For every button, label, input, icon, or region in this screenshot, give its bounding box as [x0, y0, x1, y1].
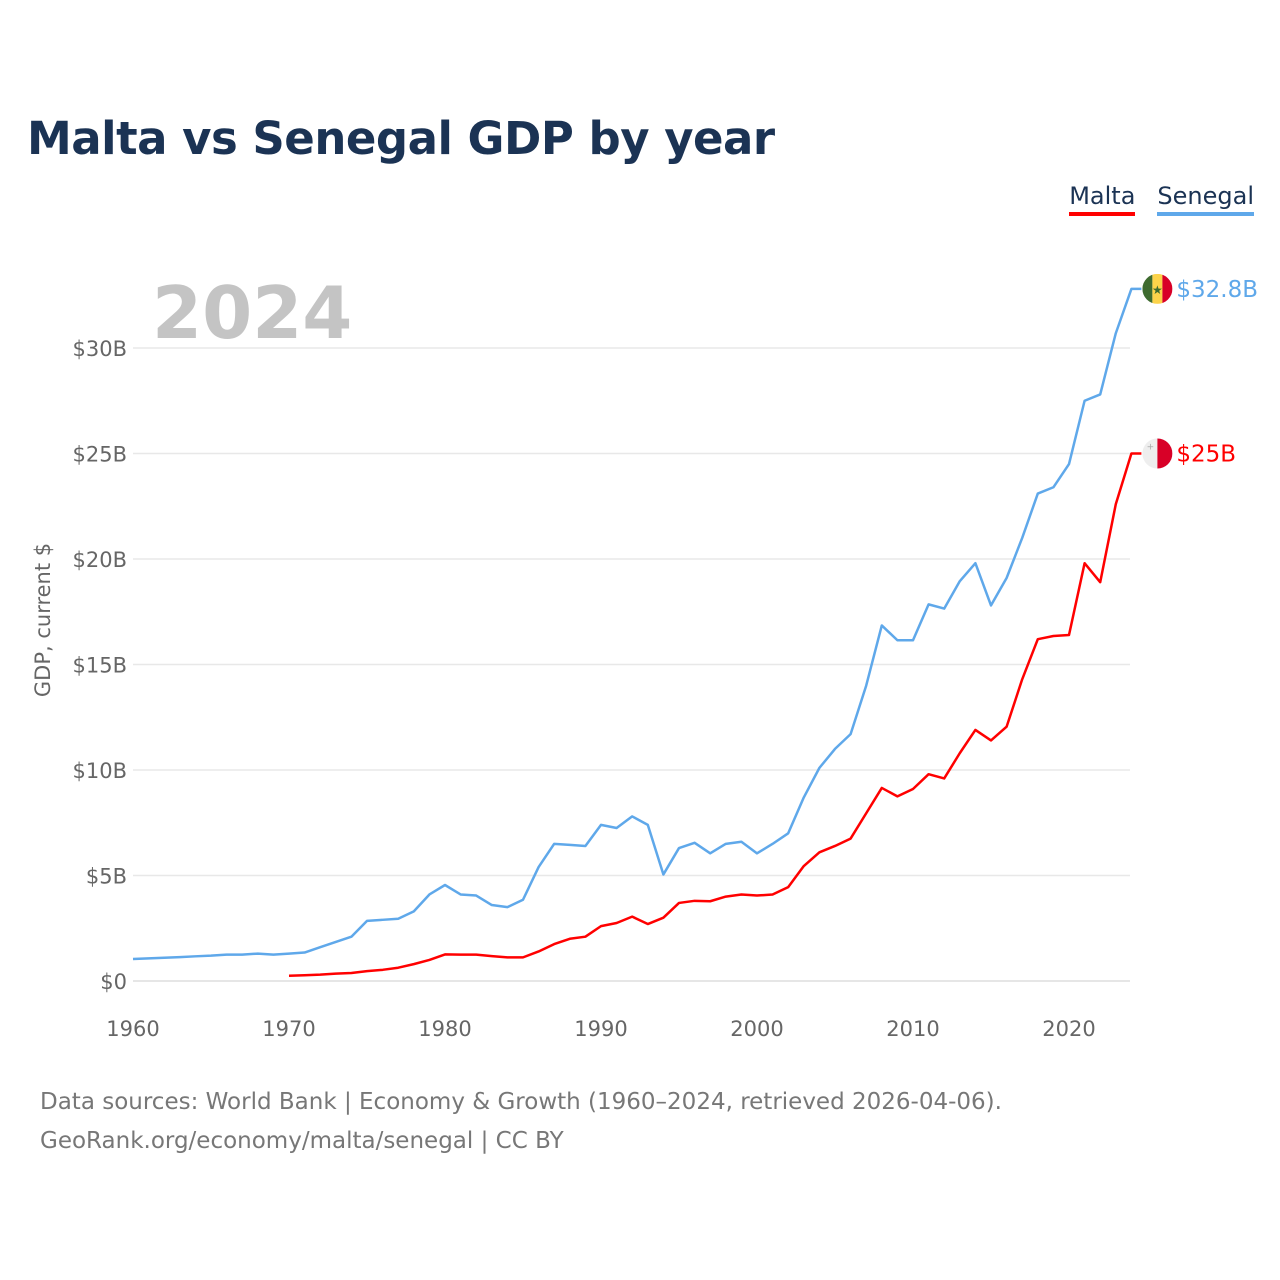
malta-flag-icon: +	[1142, 438, 1173, 469]
y-tick-label: $30B	[73, 337, 128, 361]
legend-item-senegal[interactable]: Senegal	[1157, 182, 1254, 216]
series-line-senegal	[132, 287, 1142, 961]
cross-icon: +	[1147, 443, 1155, 453]
x-tick-label: 1980	[418, 1017, 471, 1041]
y-tick-label: $10B	[73, 759, 128, 783]
source-link[interactable]: GeoRank.org/economy/malta/senegal | CC B…	[40, 1128, 564, 1154]
chart-title: Malta vs Senegal GDP by year	[27, 112, 775, 165]
series-line-malta	[288, 452, 1142, 977]
star-icon: ★	[1152, 283, 1163, 297]
y-tick-label: $5B	[86, 865, 127, 889]
y-tick-label: $15B	[73, 654, 128, 678]
y-tick-label: $20B	[73, 548, 128, 572]
x-tick-label: 1990	[574, 1017, 627, 1041]
flag-stripe	[1157, 438, 1173, 469]
flag-stripe	[1152, 273, 1163, 304]
flag-stripe	[1142, 273, 1153, 304]
x-tick-label: 2010	[886, 1017, 939, 1041]
senegal-flag-icon: ★	[1142, 273, 1173, 304]
legend: Malta Senegal	[1069, 182, 1254, 216]
x-tick-label: 1970	[262, 1017, 315, 1041]
footer: Data sources: World Bank | Economy & Gro…	[40, 1083, 1002, 1161]
y-axis-label: GDP, current $	[31, 543, 55, 697]
year-label: 2024	[152, 271, 352, 355]
end-value-label: $32.8B	[1176, 277, 1258, 303]
x-tick-label: 2000	[730, 1017, 783, 1041]
data-source: Data sources: World Bank | Economy & Gro…	[40, 1089, 1002, 1115]
legend-item-malta[interactable]: Malta	[1069, 182, 1136, 216]
end-value-label: $25B	[1176, 442, 1236, 468]
flag-stripe	[1142, 438, 1158, 469]
flag-stripe	[1162, 273, 1173, 304]
y-tick-label: $25B	[73, 443, 128, 467]
y-tick-label: $0	[100, 970, 127, 994]
x-tick-label: 1960	[106, 1017, 159, 1041]
x-tick-label: 2020	[1042, 1017, 1095, 1041]
